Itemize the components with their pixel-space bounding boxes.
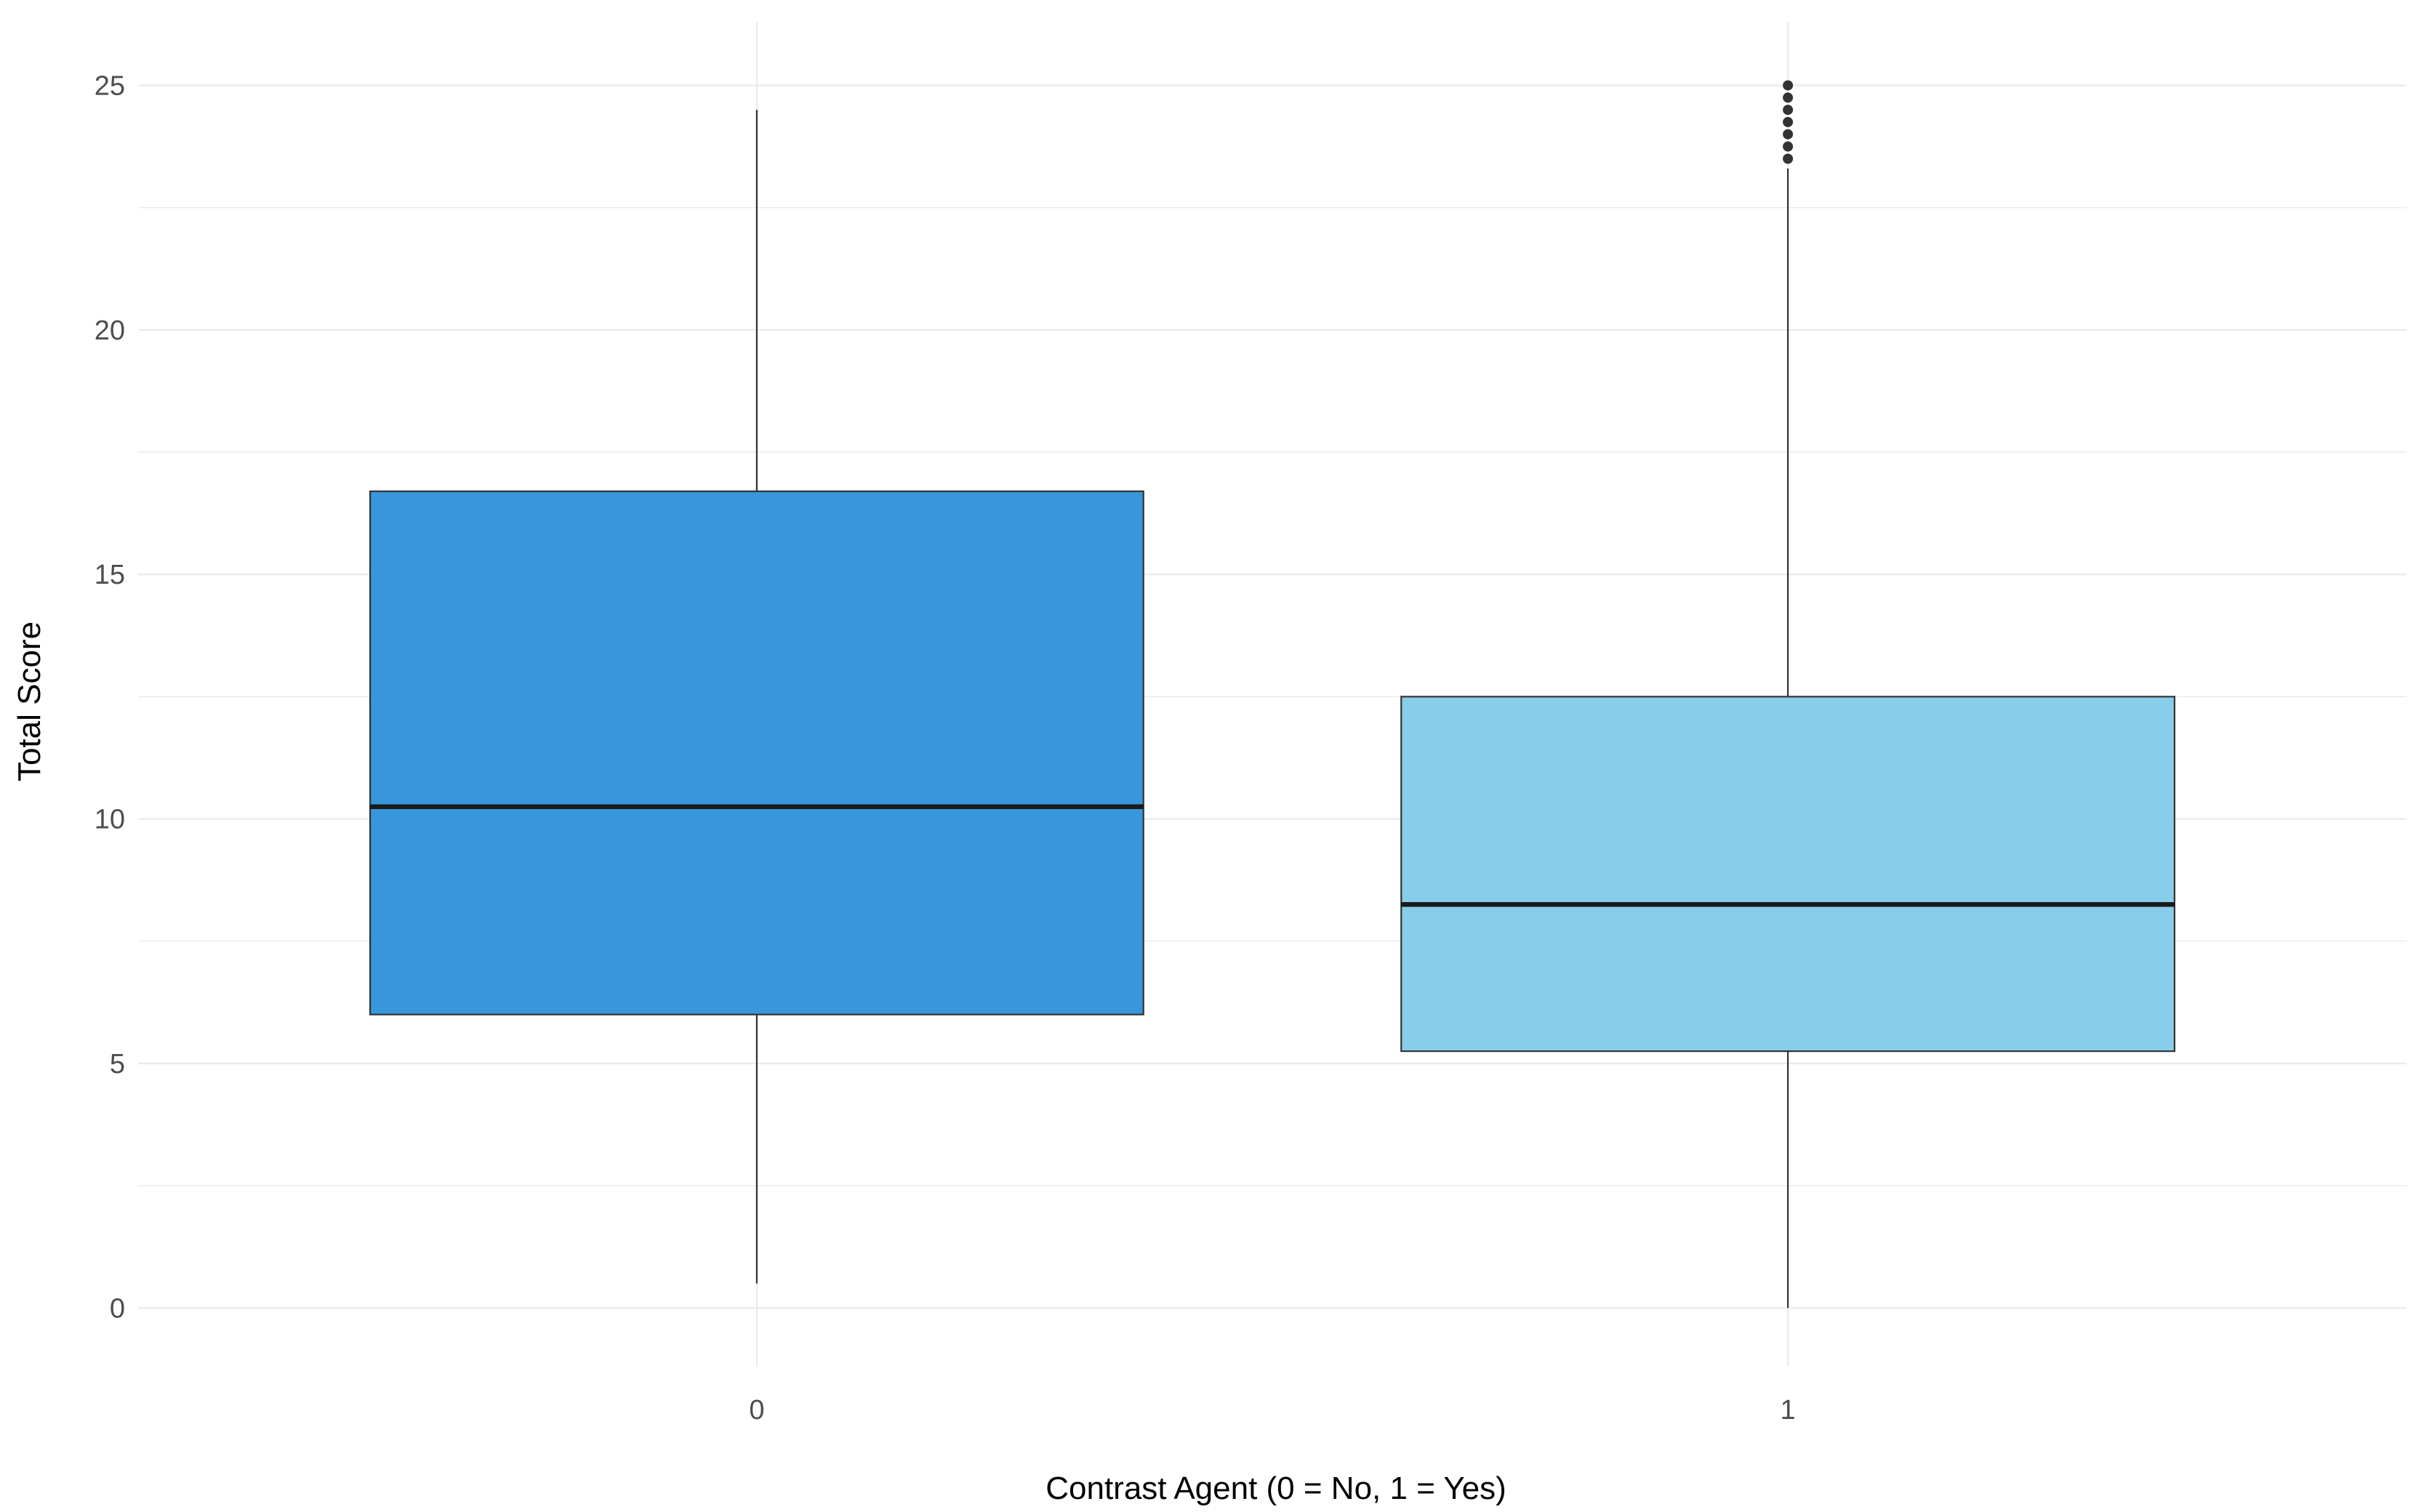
outlier-point (1783, 80, 1794, 91)
x-tick-label: 0 (749, 1395, 764, 1425)
box-group-0 (369, 110, 1144, 1284)
y-tick-label: 15 (95, 560, 125, 590)
y-tick-label: 0 (110, 1293, 125, 1324)
box-group-1 (1400, 80, 2176, 1308)
y-axis-title: Total Score (12, 622, 47, 781)
x-axis-title: Contrast Agent (0 = No, 1 = Yes) (1046, 1471, 1506, 1506)
outlier-point (1783, 153, 1794, 164)
outlier-point (1783, 129, 1794, 140)
outlier-point (1783, 92, 1794, 103)
boxes-group (369, 80, 2176, 1308)
y-tick-label: 10 (95, 805, 125, 835)
y-tick-label: 25 (95, 71, 125, 101)
y-tick-label: 5 (110, 1049, 125, 1079)
outlier-point (1783, 116, 1794, 127)
axes-group: 0 5 10 15 20 25 0 1 (95, 71, 1796, 1425)
y-tick-label: 20 (95, 315, 125, 346)
x-tick-label: 1 (1781, 1395, 1796, 1425)
outlier-point (1783, 105, 1794, 116)
outlier-point (1783, 141, 1794, 152)
box-iqr (1400, 696, 2176, 1053)
box-iqr (369, 490, 1144, 1016)
